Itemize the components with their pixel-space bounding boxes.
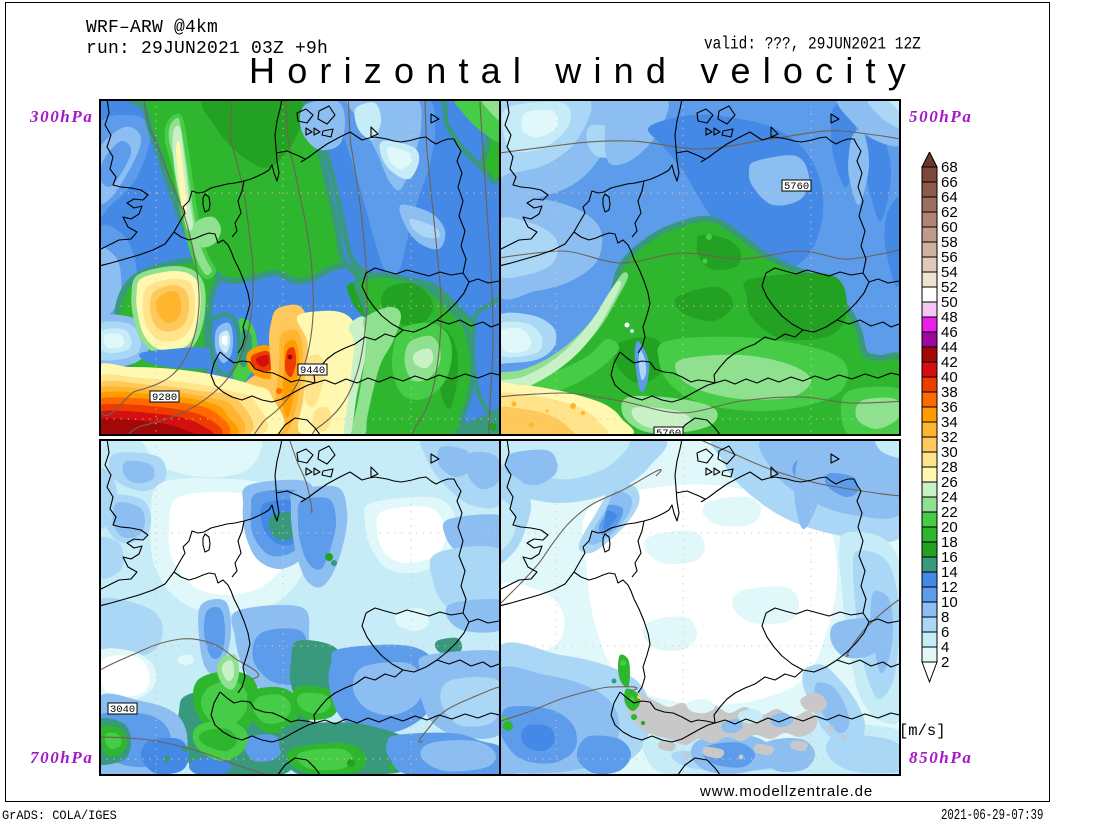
svg-text:56: 56 bbox=[941, 249, 958, 266]
svg-text:60: 60 bbox=[941, 219, 958, 236]
svg-text:12: 12 bbox=[941, 579, 958, 596]
svg-text:48: 48 bbox=[941, 309, 958, 326]
svg-text:2: 2 bbox=[941, 654, 949, 671]
svg-text:34: 34 bbox=[941, 414, 958, 431]
svg-text:8: 8 bbox=[941, 609, 949, 626]
svg-text:44: 44 bbox=[941, 339, 958, 356]
svg-text:66: 66 bbox=[941, 174, 958, 191]
svg-text:4: 4 bbox=[941, 639, 949, 656]
svg-text:18: 18 bbox=[941, 534, 958, 551]
svg-text:36: 36 bbox=[941, 399, 958, 416]
svg-text:38: 38 bbox=[941, 384, 958, 401]
svg-text:3040: 3040 bbox=[110, 704, 135, 716]
svg-text:64: 64 bbox=[941, 189, 958, 206]
svg-text:6: 6 bbox=[941, 624, 949, 641]
svg-text:28: 28 bbox=[941, 459, 958, 476]
svg-text:50: 50 bbox=[941, 294, 958, 311]
svg-text:32: 32 bbox=[941, 429, 958, 446]
svg-text:9440: 9440 bbox=[300, 365, 325, 377]
svg-text:30: 30 bbox=[941, 444, 958, 461]
svg-text:5760: 5760 bbox=[784, 181, 809, 193]
svg-text:40: 40 bbox=[941, 369, 958, 386]
svg-text:10: 10 bbox=[941, 594, 958, 611]
svg-text:68: 68 bbox=[941, 159, 958, 176]
svg-text:22: 22 bbox=[941, 504, 958, 521]
svg-text:14: 14 bbox=[941, 564, 958, 581]
svg-text:42: 42 bbox=[941, 354, 958, 371]
svg-text:52: 52 bbox=[941, 279, 958, 296]
svg-text:24: 24 bbox=[941, 489, 958, 506]
svg-text:26: 26 bbox=[941, 474, 958, 491]
svg-text:20: 20 bbox=[941, 519, 958, 536]
svg-text:62: 62 bbox=[941, 204, 958, 221]
svg-text:16: 16 bbox=[941, 549, 958, 566]
svg-text:54: 54 bbox=[941, 264, 958, 281]
svg-text:46: 46 bbox=[941, 324, 958, 341]
svg-text:9280: 9280 bbox=[152, 392, 177, 404]
svg-text:58: 58 bbox=[941, 234, 958, 251]
svg-text:5760: 5760 bbox=[656, 428, 681, 434]
